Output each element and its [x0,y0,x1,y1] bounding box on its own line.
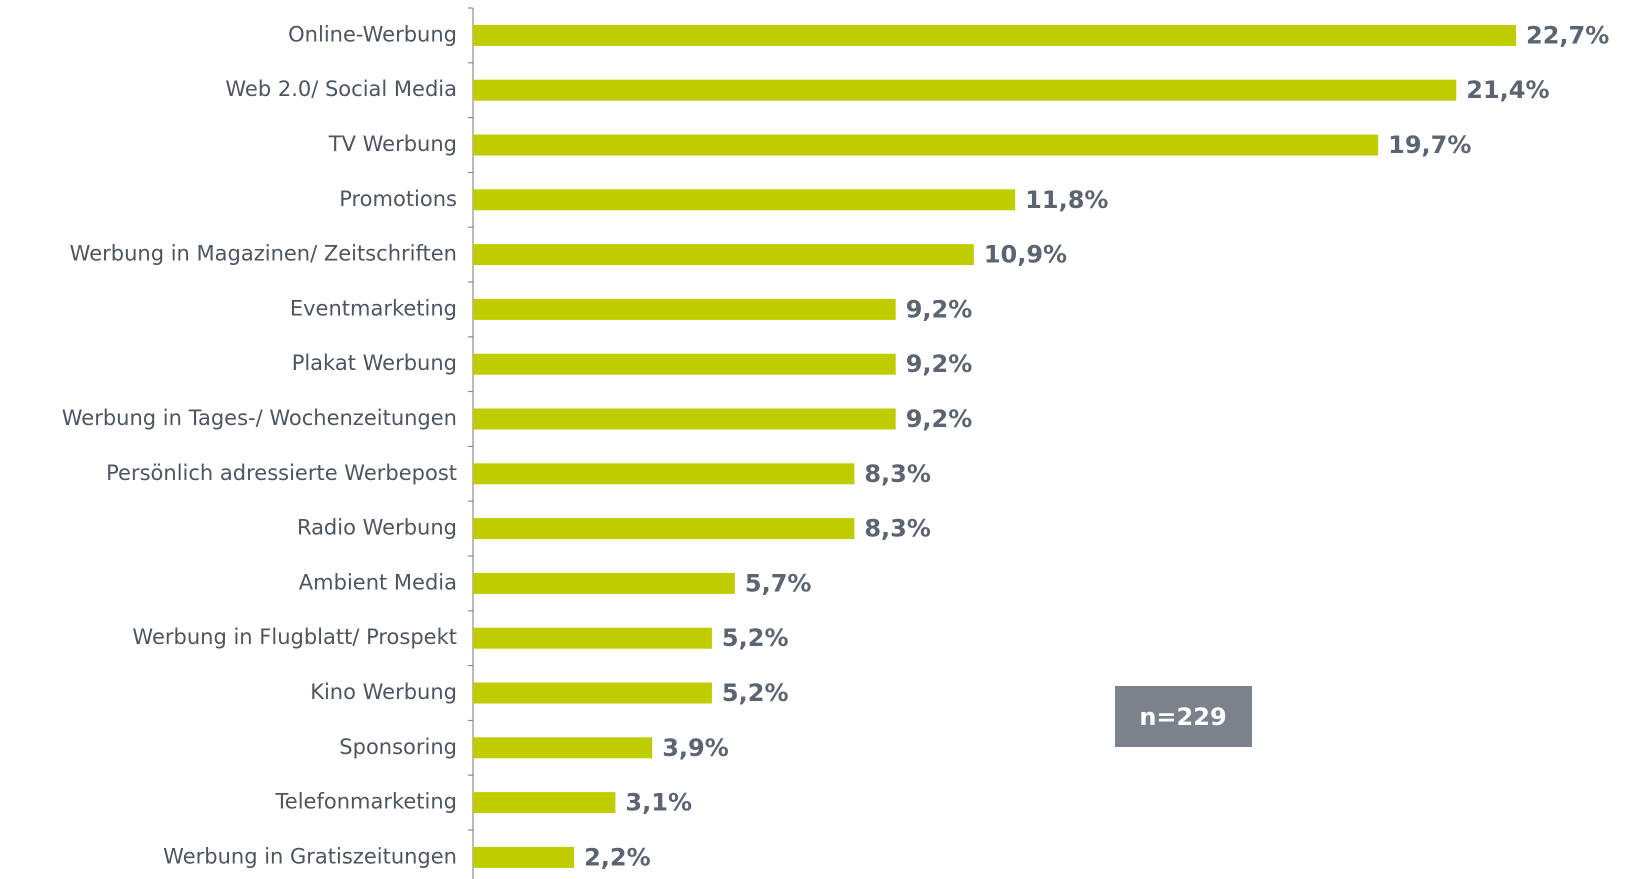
category-label: Eventmarketing [290,296,457,320]
value-label: 3,9% [662,734,729,762]
value-label: 9,2% [906,295,973,323]
value-label: 21,4% [1466,76,1549,104]
category-label: Online-Werbung [288,22,457,46]
annotation-box [1115,686,1252,747]
bar [473,737,653,759]
category-label: Telefonmarketing [275,790,457,814]
category-label: Kino Werbung [310,680,457,704]
bar [473,627,712,649]
value-label: 9,2% [906,405,973,433]
category-label: Plakat Werbung [292,351,457,375]
annotation: n=229 [1139,703,1226,731]
value-label: 2,2% [584,843,651,871]
bar [473,408,896,430]
category-label: Persönlich adressierte Werbepost [106,461,457,485]
category-label: Sponsoring [339,735,457,759]
value-label: 5,2% [722,624,789,652]
category-label: Ambient Media [299,570,457,594]
bar [473,572,735,594]
bar [473,244,974,266]
bar [473,24,1516,46]
bar [473,682,712,704]
value-label: 8,3% [864,515,931,543]
value-label: 22,7% [1526,21,1609,49]
category-label: Web 2.0/ Social Media [225,77,457,101]
value-label: 3,1% [625,789,692,817]
bar [473,792,616,814]
value-label: 8,3% [864,460,931,488]
category-label: Werbung in Flugblatt/ Prospekt [132,625,457,649]
bar [473,189,1016,211]
category-label: Werbung in Tages-/ Wochenzeitungen [62,406,457,430]
category-label: Radio Werbung [297,516,457,540]
value-label: 5,7% [745,569,812,597]
category-label: TV Werbung [328,132,457,156]
bar [473,298,896,320]
bar [473,134,1379,156]
value-label: 19,7% [1388,131,1471,159]
value-label: 11,8% [1025,186,1108,214]
bar [473,79,1457,101]
category-label: Werbung in Magazinen/ Zeitschriften [70,242,457,266]
bar [473,463,855,485]
value-label: 9,2% [906,350,973,378]
bar [473,846,575,868]
value-label: 10,9% [984,241,1067,269]
value-label: 5,2% [722,679,789,707]
category-label: Werbung in Gratiszeitungen [163,844,457,868]
bar [473,353,896,375]
bar [473,518,855,540]
category-label: Promotions [339,187,457,211]
